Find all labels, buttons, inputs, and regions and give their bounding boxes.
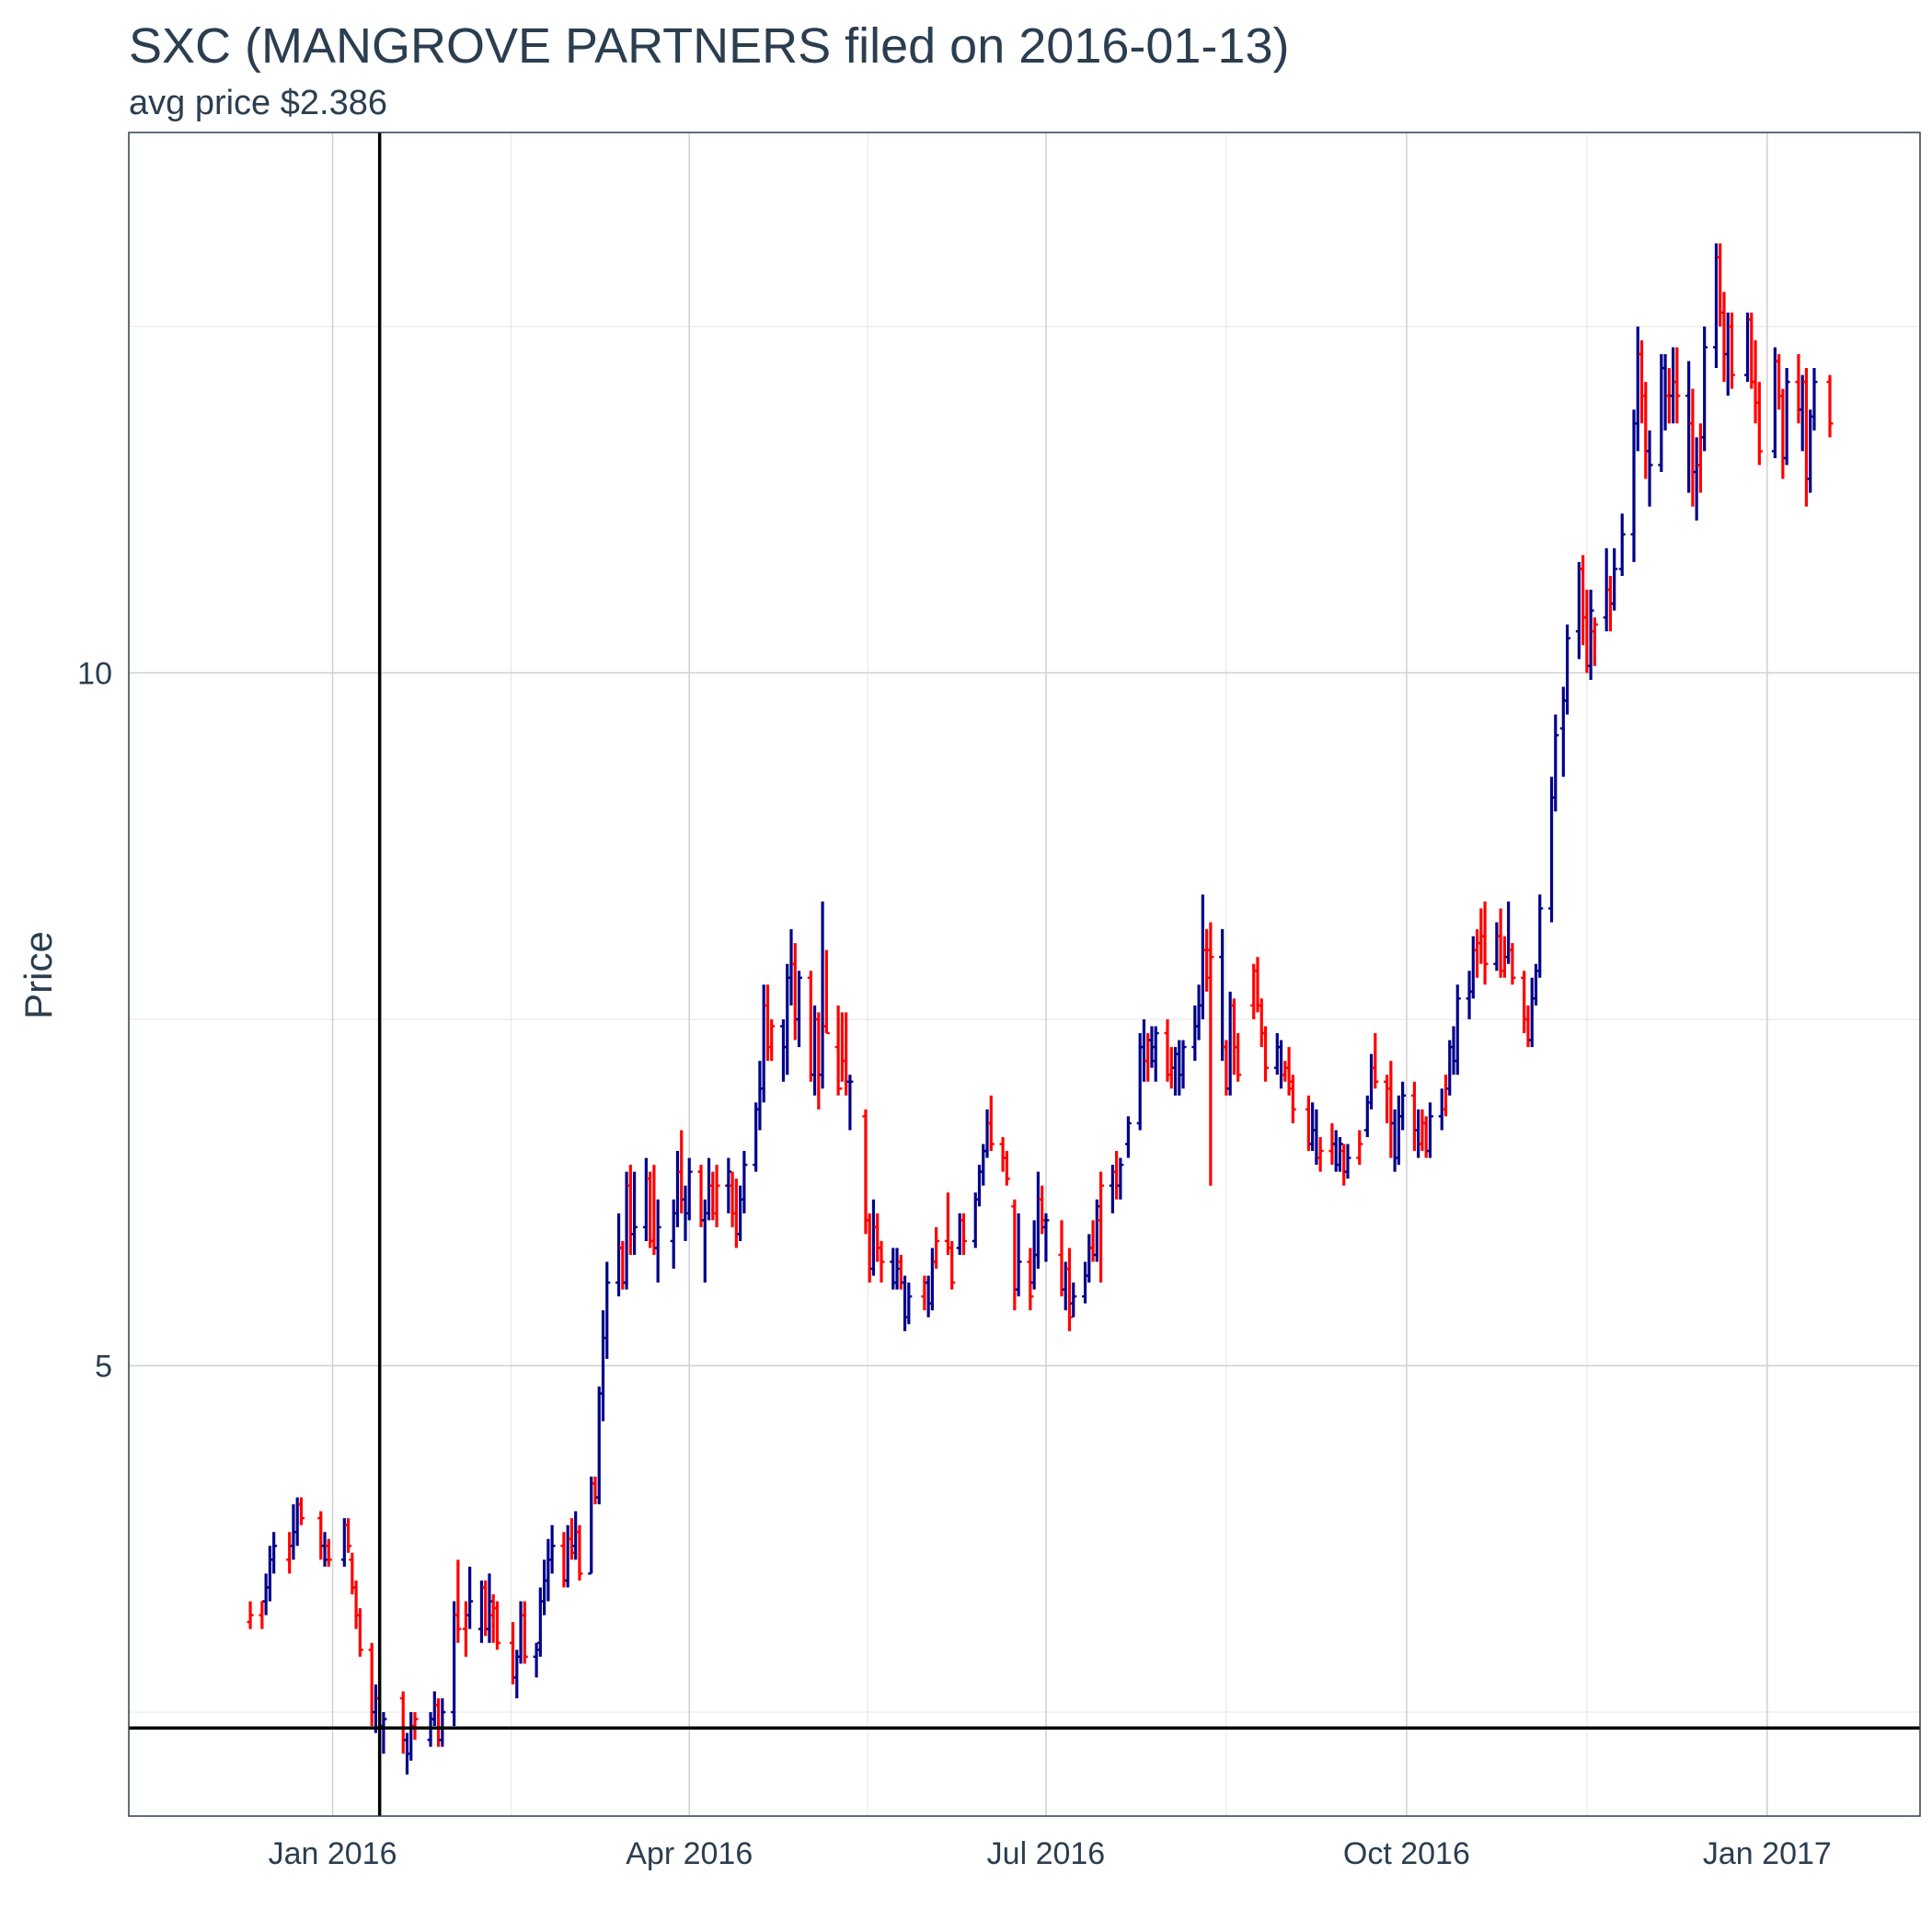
chart-title: SXC (MANGROVE PARTNERS filed on 2016-01-… xyxy=(129,18,1289,74)
x-tick-label: Jan 2017 xyxy=(1703,1836,1832,1871)
x-tick-label: Apr 2016 xyxy=(626,1836,753,1871)
y-tick-label: 10 xyxy=(77,656,112,691)
y-axis-label: Price xyxy=(17,931,60,1019)
plot-area: 5 10 Jan 2016 Apr 2016 Jul 2016 Oct 2016 Jan 2… xyxy=(77,132,1920,1871)
chart-subtitle: avg price $2.386 xyxy=(129,84,387,122)
x-tick-label: Jul 2016 xyxy=(987,1836,1106,1871)
x-tick-label: Jan 2016 xyxy=(269,1836,397,1871)
x-tick-label: Oct 2016 xyxy=(1343,1836,1470,1871)
plot-border xyxy=(128,132,1921,1817)
y-tick-label: 5 xyxy=(95,1349,112,1384)
